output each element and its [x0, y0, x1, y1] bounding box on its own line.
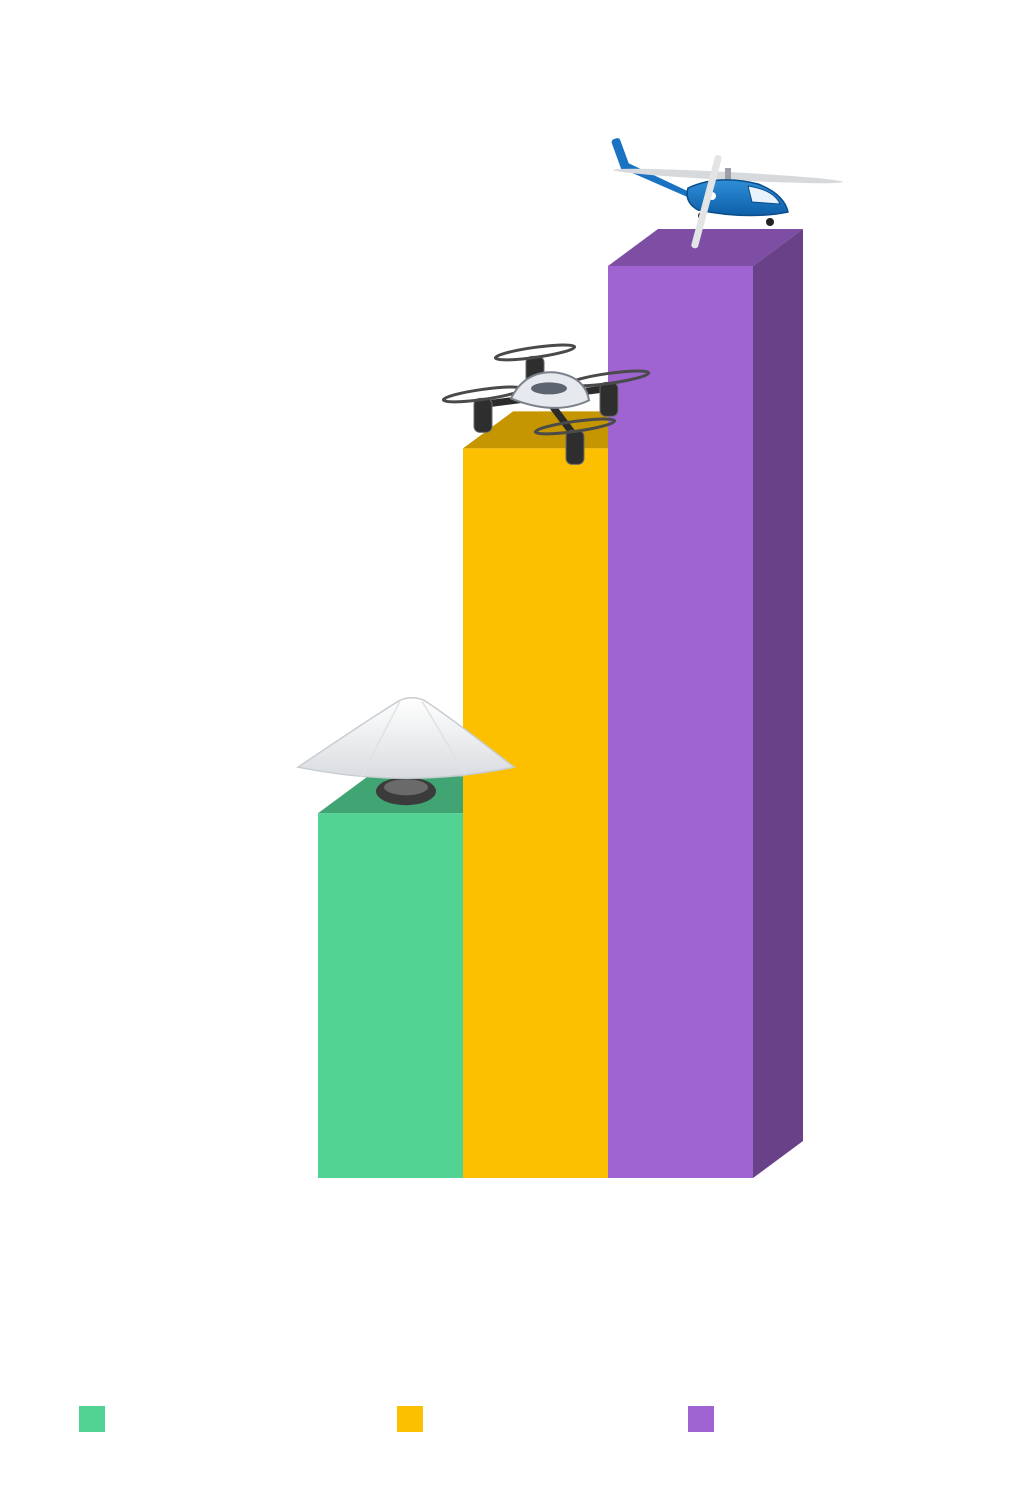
- legend-swatch-1: [79, 1406, 105, 1432]
- legend: [0, 1405, 1010, 1435]
- bar-front-2: [463, 448, 608, 1178]
- bar-top-3: [608, 229, 803, 266]
- legend-swatch-2: [397, 1406, 423, 1432]
- bar-1: [318, 776, 513, 1178]
- helicopter-icon: [611, 138, 843, 249]
- legend-swatch-3: [688, 1406, 714, 1432]
- bar-front-1: [318, 813, 463, 1178]
- legend-item-3: [688, 1405, 724, 1433]
- legend-item-2: [397, 1405, 433, 1433]
- bar-3: [608, 229, 803, 1178]
- dome-camera-icon: [296, 696, 516, 806]
- bar-front-3: [608, 266, 753, 1178]
- legend-item-1: [79, 1405, 115, 1433]
- bars-group: [318, 229, 803, 1178]
- bar-side-3: [753, 229, 803, 1178]
- icons-group: [296, 138, 843, 806]
- quadcopter-drone-icon: [441, 343, 651, 465]
